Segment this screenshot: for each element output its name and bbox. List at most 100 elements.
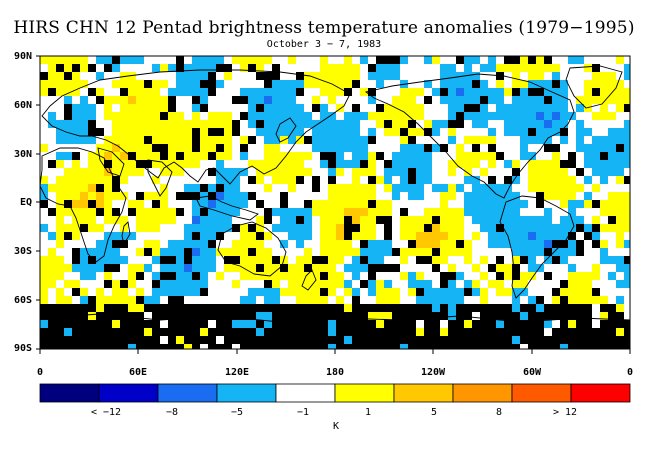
anomaly-cell xyxy=(272,144,280,152)
anomaly-cell xyxy=(424,280,432,288)
anomaly-cell xyxy=(160,104,168,112)
anomaly-cell xyxy=(328,280,336,288)
anomaly-cell xyxy=(384,104,392,112)
anomaly-cell xyxy=(136,88,144,96)
anomaly-cell xyxy=(320,56,328,64)
anomaly-cell xyxy=(168,312,176,320)
anomaly-cell xyxy=(416,160,424,168)
anomaly-cell xyxy=(152,64,160,72)
anomaly-cell xyxy=(336,344,344,349)
anomaly-cell xyxy=(224,152,232,160)
anomaly-cell xyxy=(480,256,488,264)
anomaly-cell xyxy=(128,136,136,144)
anomaly-cell xyxy=(552,72,560,80)
anomaly-cell xyxy=(552,344,560,349)
anomaly-cell xyxy=(128,264,136,272)
anomaly-cell xyxy=(176,168,184,176)
anomaly-cell xyxy=(480,80,488,88)
anomaly-cell xyxy=(256,176,264,184)
anomaly-cell xyxy=(136,144,144,152)
anomaly-cell xyxy=(528,128,536,136)
anomaly-cell xyxy=(384,184,392,192)
anomaly-cell xyxy=(120,144,128,152)
anomaly-cell xyxy=(352,160,360,168)
anomaly-cell xyxy=(296,312,304,320)
anomaly-cell xyxy=(512,104,520,112)
anomaly-cell xyxy=(384,208,392,216)
anomaly-cell xyxy=(104,280,112,288)
anomaly-cell xyxy=(288,312,296,320)
anomaly-cell xyxy=(288,176,296,184)
anomaly-cell xyxy=(64,104,72,112)
anomaly-cell xyxy=(624,344,630,349)
anomaly-cell xyxy=(248,288,256,296)
anomaly-cell xyxy=(304,232,312,240)
anomaly-cell xyxy=(80,200,88,208)
anomaly-cell xyxy=(272,208,280,216)
anomaly-cell xyxy=(584,288,592,296)
anomaly-cell xyxy=(368,288,376,296)
anomaly-cell xyxy=(584,280,592,288)
anomaly-cell xyxy=(600,208,608,216)
anomaly-cell xyxy=(344,120,352,128)
anomaly-cell xyxy=(72,120,80,128)
anomaly-cell xyxy=(608,152,616,160)
anomaly-cell xyxy=(416,248,424,256)
anomaly-cell xyxy=(376,208,384,216)
anomaly-cell xyxy=(128,232,136,240)
anomaly-cell xyxy=(368,272,376,280)
anomaly-cell xyxy=(376,152,384,160)
anomaly-cell xyxy=(288,304,296,312)
anomaly-cell xyxy=(336,240,344,248)
anomaly-cell xyxy=(224,344,232,349)
anomaly-cell xyxy=(456,184,464,192)
anomaly-cell xyxy=(344,200,352,208)
anomaly-cell xyxy=(200,64,208,72)
anomaly-cell xyxy=(248,272,256,280)
anomaly-cell xyxy=(176,240,184,248)
anomaly-cell xyxy=(128,272,136,280)
anomaly-cell xyxy=(272,224,280,232)
anomaly-cell xyxy=(112,232,120,240)
anomaly-cell xyxy=(192,280,200,288)
anomaly-cell xyxy=(552,64,560,72)
anomaly-cell xyxy=(504,272,512,280)
anomaly-cell xyxy=(600,240,608,248)
anomaly-cell xyxy=(624,328,630,336)
anomaly-cell xyxy=(600,200,608,208)
anomaly-cell xyxy=(248,64,256,72)
anomaly-cell xyxy=(344,248,352,256)
anomaly-cell xyxy=(56,160,64,168)
anomaly-cell xyxy=(96,200,104,208)
anomaly-cell xyxy=(592,88,600,96)
anomaly-cell xyxy=(272,104,280,112)
anomaly-cell xyxy=(80,104,88,112)
anomaly-cell xyxy=(40,224,48,232)
anomaly-cell xyxy=(72,224,80,232)
anomaly-cell xyxy=(328,112,336,120)
anomaly-cell xyxy=(208,256,216,264)
anomaly-cell xyxy=(328,256,336,264)
anomaly-cell xyxy=(320,200,328,208)
anomaly-cell xyxy=(408,120,416,128)
anomaly-cell xyxy=(128,304,136,312)
anomaly-cell xyxy=(104,144,112,152)
anomaly-cell xyxy=(608,200,616,208)
anomaly-cell xyxy=(624,104,630,112)
anomaly-cell xyxy=(472,88,480,96)
anomaly-cell xyxy=(64,112,72,120)
anomaly-cell xyxy=(368,208,376,216)
anomaly-cell xyxy=(208,304,216,312)
anomaly-cell xyxy=(264,152,272,160)
anomaly-cell xyxy=(120,320,128,328)
anomaly-cell xyxy=(64,56,72,64)
anomaly-cell xyxy=(336,216,344,224)
anomaly-cell xyxy=(472,136,480,144)
anomaly-cell xyxy=(88,344,96,349)
anomaly-cell xyxy=(568,312,576,320)
anomaly-cell xyxy=(360,144,368,152)
anomaly-cell xyxy=(584,312,592,320)
anomaly-cell xyxy=(40,176,48,184)
anomaly-cell xyxy=(88,200,96,208)
anomaly-cell xyxy=(144,216,152,224)
